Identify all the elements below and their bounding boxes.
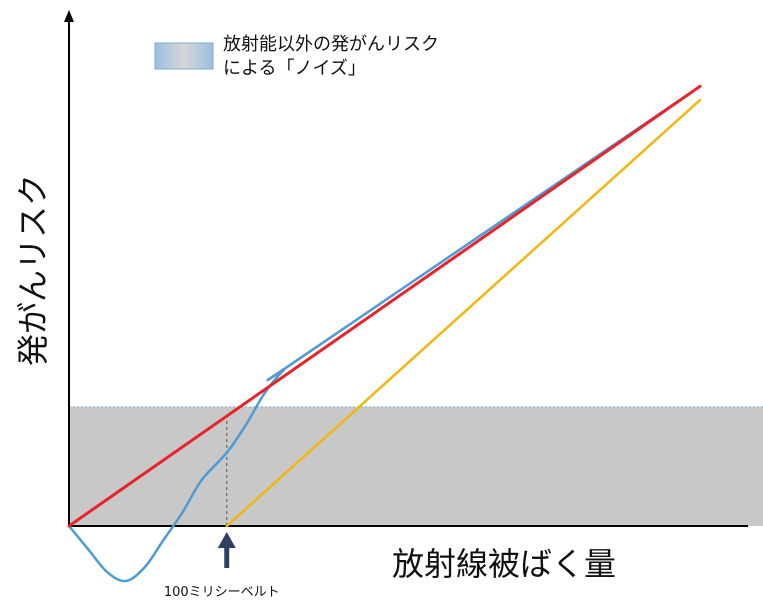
threshold-marker: 100ミリシーベルト xyxy=(164,532,280,600)
threshold-arrow-head xyxy=(217,532,236,548)
y-axis-arrow xyxy=(64,10,74,22)
series-line xyxy=(225,98,702,528)
y-axis-label: 発がんリスク xyxy=(14,174,52,366)
legend-label-line-2: による「ノイズ」 xyxy=(223,58,366,79)
legend-swatch xyxy=(154,42,214,70)
legend: 放射能以外の発がんリスク による「ノイズ」 xyxy=(154,34,439,79)
noise-band xyxy=(69,406,763,526)
series-line xyxy=(67,84,702,528)
x-axis-label: 放射線被ばく量 xyxy=(392,545,616,583)
legend-label-line-1: 放射能以外の発がんリスク xyxy=(223,34,439,55)
axes xyxy=(64,10,748,527)
threshold-label: 100ミリシーベルト xyxy=(164,585,280,600)
series-line xyxy=(67,85,702,583)
series-layer xyxy=(67,84,702,583)
